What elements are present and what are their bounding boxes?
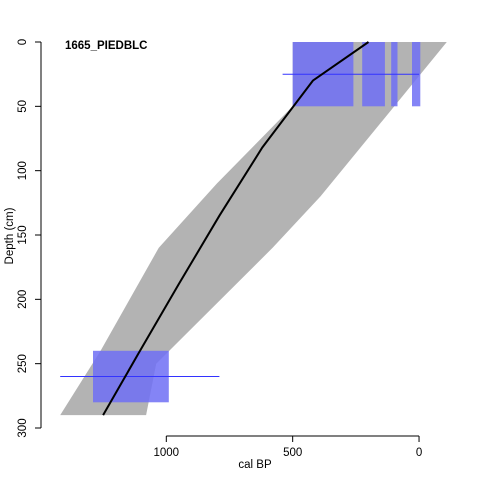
y-tick-label-50: 50 [17,100,29,113]
axes: 1000 500 0 0 50 100 150 200 250 300 [17,39,422,459]
y-tick-label-150: 150 [17,225,29,244]
y-axis-title: Depth (cm) [4,207,16,264]
y-tick-label-300: 300 [17,418,29,437]
site-label: 1665_PIEDBLC [65,40,147,52]
y-tick-label-0: 0 [17,39,29,45]
x-tick-label-500: 500 [283,447,302,459]
x-tick-label-1000: 1000 [154,447,180,459]
y-tick-label-250: 250 [17,354,29,373]
x-axis-title: cal BP [238,459,272,471]
plot-area [60,41,447,416]
x-tick-label-0: 0 [416,447,422,459]
y-tick-label-100: 100 [17,161,29,180]
y-tick-label-200: 200 [17,290,29,309]
median-age-line [102,41,370,416]
